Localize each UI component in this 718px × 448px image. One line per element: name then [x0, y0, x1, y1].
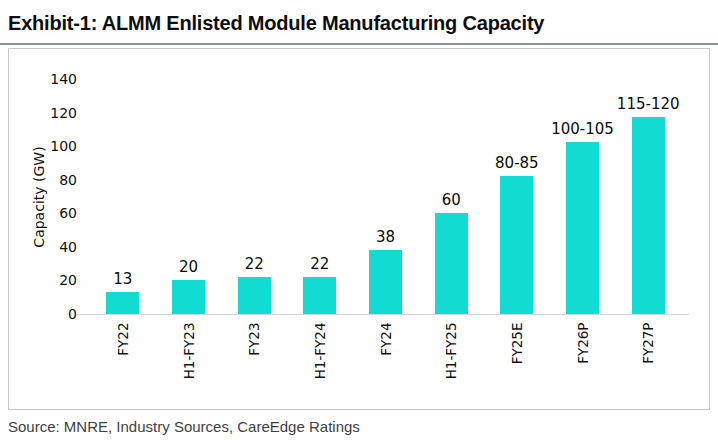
bar-slot: 13 [90, 49, 156, 314]
bar-slot: 38 [353, 49, 419, 314]
bar [500, 176, 533, 314]
x-axis-category-label: FY24 [378, 323, 393, 403]
y-tick-label: 40 [35, 238, 77, 256]
bar-slot: 22 [287, 49, 353, 314]
x-axis-category-label: FY26P [575, 323, 590, 403]
x-axis-category-label: FY22 [115, 323, 130, 403]
source-note: Source: MNRE, Industry Sources, CareEdge… [8, 418, 718, 435]
bar-slot: 60 [418, 49, 484, 314]
y-tick-label: 80 [35, 171, 77, 189]
y-tick-label: 20 [35, 271, 77, 289]
bar-value-label: 20 [179, 258, 198, 276]
x-axis-category-label: FY27P [641, 323, 656, 403]
bar-slot: 80-85 [484, 49, 550, 314]
bar [566, 142, 599, 314]
y-tick-label: 140 [35, 70, 77, 88]
bar-value-label: 80-85 [495, 154, 539, 172]
bar-slot: 100-105 [550, 49, 616, 314]
bar-value-label: 60 [442, 191, 461, 209]
bar-slot: 115-120 [615, 49, 681, 314]
bar-slot: 22 [221, 49, 287, 314]
x-axis-category-label: H1-FY25 [444, 323, 459, 403]
x-axis-category-label: H1-FY23 [181, 323, 196, 403]
bar-value-label: 115-120 [617, 95, 680, 113]
bar [172, 280, 205, 314]
bar [632, 117, 665, 314]
bar [238, 277, 271, 314]
chart-panel: Capacity (GW) 020406080100120140 1320222… [8, 48, 710, 410]
y-tick-label: 0 [35, 305, 77, 323]
x-axis-category-label: FY25E [509, 323, 524, 403]
bar-value-label: 100-105 [551, 120, 614, 138]
title-underline [0, 43, 718, 45]
exhibit-title: Exhibit-1: ALMM Enlisted Module Manufact… [8, 10, 718, 36]
x-axis-category-label: H1-FY24 [312, 323, 327, 403]
bar [106, 292, 139, 314]
bar [303, 277, 336, 314]
bar-slot: 20 [156, 49, 222, 314]
y-tick-label: 120 [35, 104, 77, 122]
bar [435, 213, 468, 314]
bar-value-label: 22 [245, 255, 264, 273]
bar-value-label: 38 [376, 228, 395, 246]
bar-series: 13 20 22 22 38 60 80-85 100-105115-120 [90, 49, 681, 314]
x-axis-line [77, 314, 689, 315]
y-tick-label: 100 [35, 137, 77, 155]
bar [369, 250, 402, 314]
y-tick-label: 60 [35, 204, 77, 222]
x-axis-category-label: FY23 [247, 323, 262, 403]
bar-value-label: 13 [113, 270, 132, 288]
bar-value-label: 22 [310, 255, 329, 273]
